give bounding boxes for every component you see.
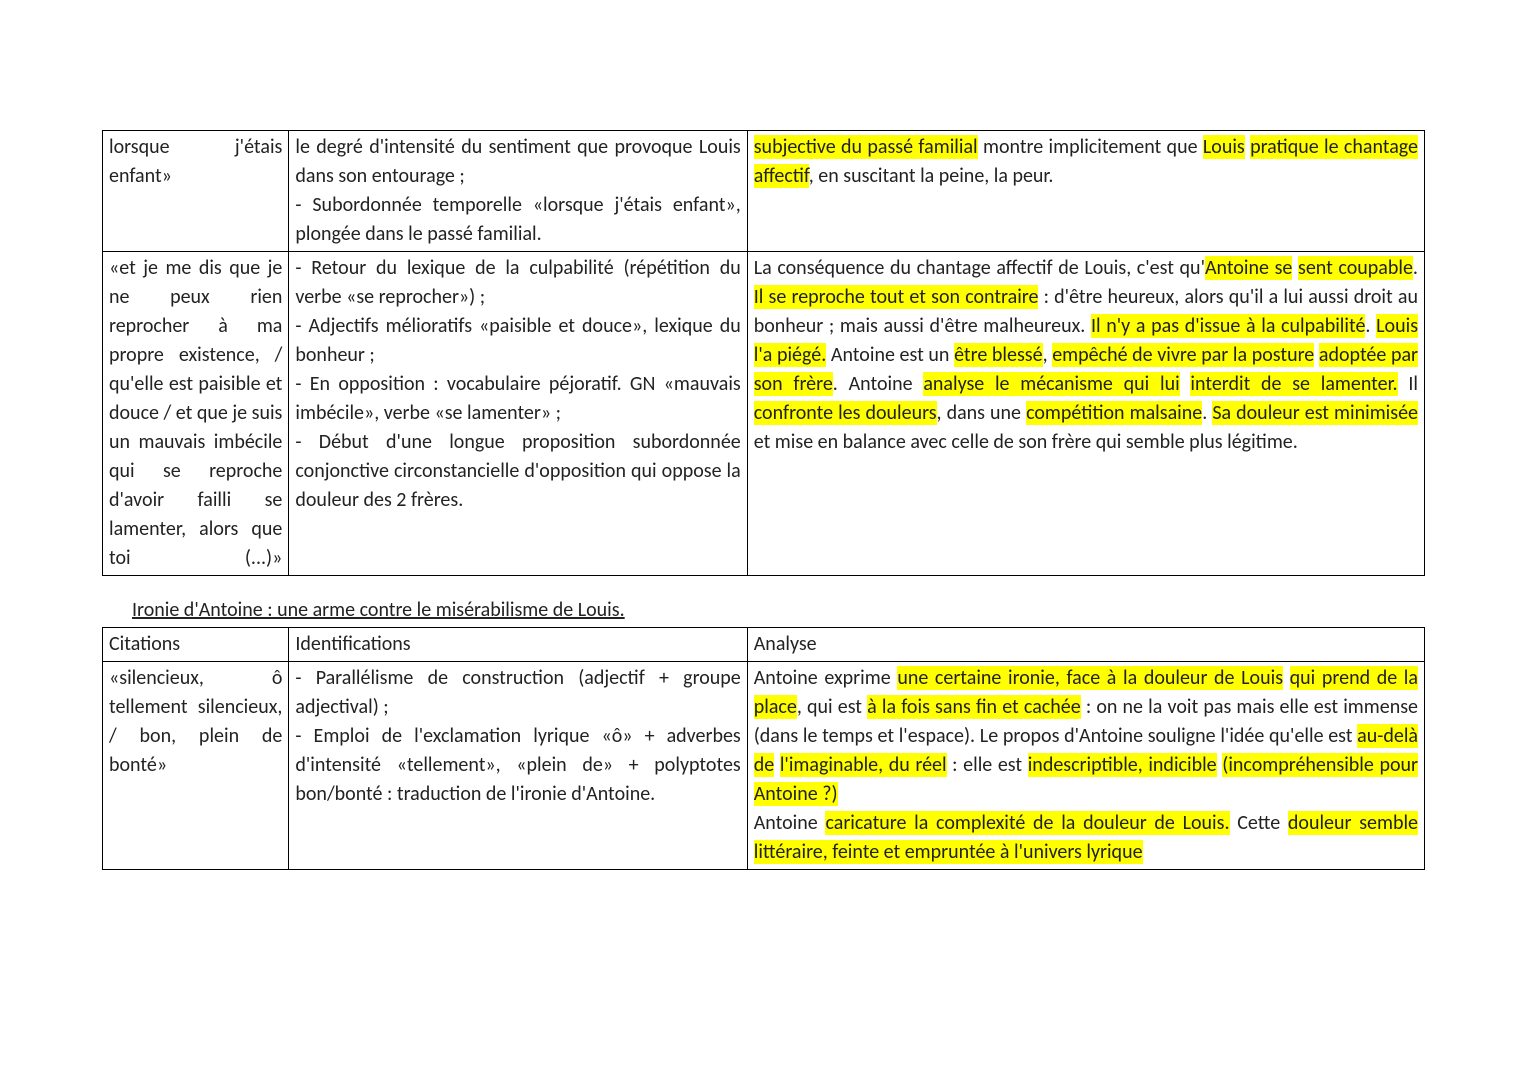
cell-identification: le degré d'intensité du sentiment que pr…	[289, 131, 747, 252]
analysis-table-1: lorsque j'étais enfant» le degré d'inten…	[102, 130, 1425, 576]
col-header-citations: Citations	[103, 628, 289, 662]
cell-citation: «et je me dis que je ne peux rien reproc…	[103, 252, 289, 576]
cell-analyse: Antoine exprime une certaine ironie, fac…	[747, 662, 1424, 870]
table-row: «silencieux, ô tellement silencieux, / b…	[103, 662, 1425, 870]
table-row: lorsque j'étais enfant» le degré d'inten…	[103, 131, 1425, 252]
cell-identification: - Parallélisme de construction (adjectif…	[289, 662, 747, 870]
col-header-identifications: Identifications	[289, 628, 747, 662]
cell-citation: lorsque j'étais enfant»	[103, 131, 289, 252]
table-row: «et je me dis que je ne peux rien reproc…	[103, 252, 1425, 576]
table-header-row: Citations Identifications Analyse	[103, 628, 1425, 662]
cell-identification: - Retour du lexique de la culpabilité (r…	[289, 252, 747, 576]
analysis-table-2: Citations Identifications Analyse «silen…	[102, 627, 1425, 870]
document-page: lorsque j'étais enfant» le degré d'inten…	[0, 0, 1527, 870]
cell-citation: «silencieux, ô tellement silencieux, / b…	[103, 662, 289, 870]
cell-analyse: subjective du passé familial montre impl…	[747, 131, 1424, 252]
table1-body: lorsque j'étais enfant» le degré d'inten…	[103, 131, 1425, 576]
col-header-analyse: Analyse	[747, 628, 1424, 662]
cell-analyse: La conséquence du chantage affectif de L…	[747, 252, 1424, 576]
section-subheading: Ironie d'Antoine : une arme contre le mi…	[132, 596, 1425, 625]
